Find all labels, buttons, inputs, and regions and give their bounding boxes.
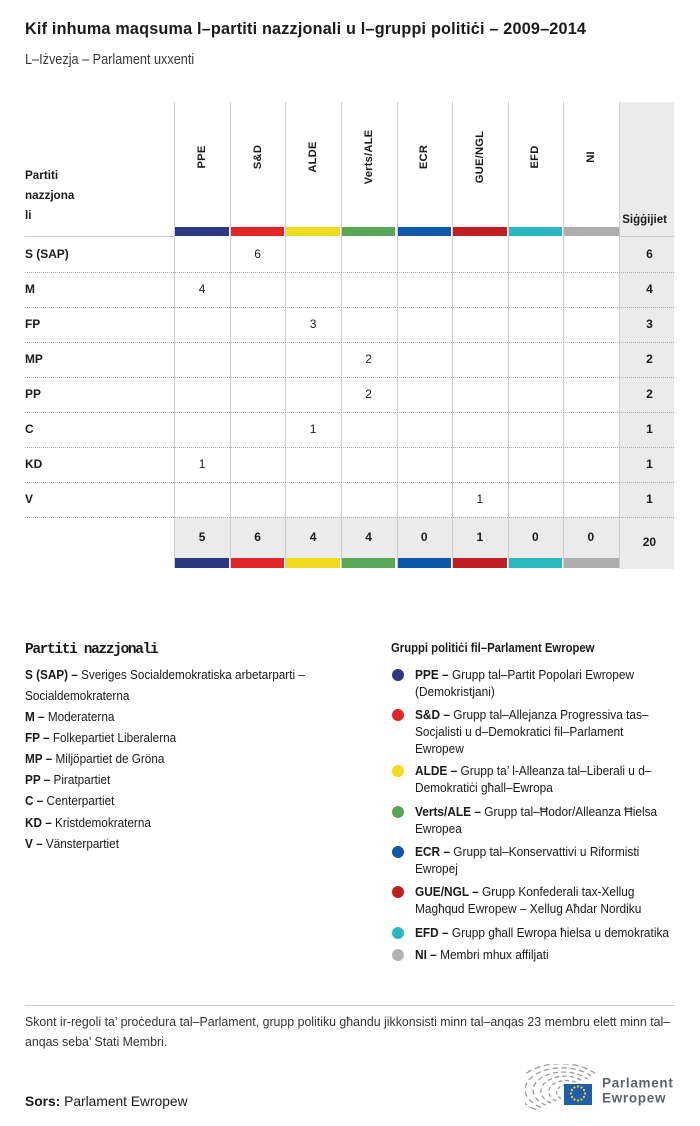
svg-text:Ewropew: Ewropew [602,1091,666,1106]
svg-text:Parlament: Parlament [602,1076,674,1091]
